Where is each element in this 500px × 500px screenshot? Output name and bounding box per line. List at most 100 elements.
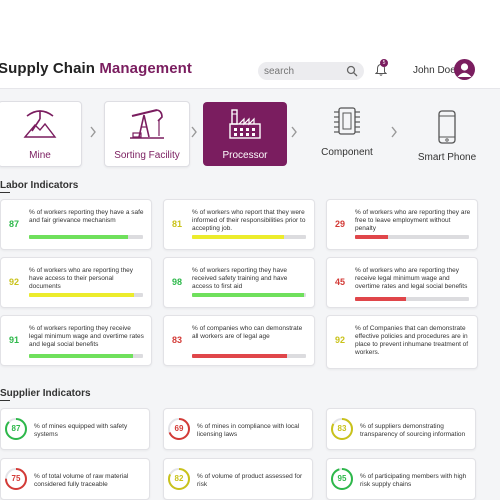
- indicator-text: % of workers reporting they have a safe …: [29, 209, 144, 224]
- indicator-value: 82: [174, 474, 184, 483]
- user-name[interactable]: John Doe: [413, 65, 456, 76]
- indicator-value: 87: [8, 219, 19, 229]
- progress-bar: [355, 297, 469, 301]
- indicator-text: % of total volume of raw material consid…: [34, 473, 129, 488]
- top-bar: Supply Chain Management 5 John Doe: [0, 0, 500, 89]
- app-title-part1: Supply Chain: [0, 60, 96, 77]
- labor-card[interactable]: 29 % of workers who are reporting they a…: [326, 199, 478, 250]
- indicator-value: 91: [8, 335, 19, 345]
- supplier-card[interactable]: 75 % of total volume of raw material con…: [0, 458, 150, 500]
- indicator-text: % of suppliers demonstrating transparenc…: [360, 423, 466, 438]
- indicator-text: % of workers who report that they were i…: [192, 209, 306, 232]
- indicator-value: 75: [11, 474, 21, 483]
- progress-bar: [29, 235, 143, 239]
- step-label-sorting-facility: Sorting Facility: [114, 150, 180, 161]
- progress-bar: [355, 235, 469, 239]
- progress-fill: [192, 354, 287, 358]
- chevron-right-icon: [391, 126, 397, 138]
- app-title: Supply Chain Management: [0, 60, 192, 77]
- supplier-card[interactable]: 69 % of mines in compliance with local l…: [163, 408, 313, 450]
- chevron-right-icon: [191, 126, 197, 138]
- avatar[interactable]: [454, 59, 475, 80]
- oil-pump-icon: [130, 109, 164, 139]
- indicator-value: 83: [171, 335, 182, 345]
- progress-ring: [168, 468, 190, 490]
- step-component[interactable]: Component: [305, 99, 389, 163]
- user-avatar-icon: [457, 63, 472, 77]
- labor-card[interactable]: 98 % of workers reporting they have rece…: [163, 257, 315, 308]
- progress-ring: [5, 468, 27, 490]
- step-smart-phone[interactable]: Smart Phone: [405, 104, 489, 168]
- indicator-value: 45: [334, 277, 345, 287]
- supplier-card[interactable]: 83 % of suppliers demonstrating transpar…: [326, 408, 476, 450]
- indicator-value: 92: [334, 335, 345, 345]
- ring-progress: [168, 468, 190, 490]
- progress-fill: [192, 235, 285, 239]
- progress-fill: [192, 293, 304, 297]
- ring-progress: [5, 468, 27, 490]
- supplier-card[interactable]: 87 % of mines equipped with safety syste…: [0, 408, 150, 450]
- indicator-value: 29: [334, 219, 345, 229]
- search-icon[interactable]: [346, 65, 358, 77]
- progress-fill: [355, 297, 407, 301]
- step-label-processor: Processor: [222, 150, 268, 161]
- supplier-card[interactable]: 82 % of volume of product assessed for r…: [163, 458, 313, 500]
- labor-card[interactable]: 91 % of workers reporting they receive l…: [0, 315, 152, 366]
- factory-icon: [229, 109, 261, 139]
- indicator-text: % of mines in compliance with local lice…: [197, 423, 300, 438]
- smartphone-icon: [438, 110, 456, 144]
- indicator-value: 69: [174, 424, 184, 433]
- indicator-text: % of mines equipped with safety systems: [34, 423, 128, 438]
- indicator-value: 92: [8, 277, 19, 287]
- indicator-value: 81: [171, 219, 182, 229]
- indicator-value: 98: [171, 277, 182, 287]
- progress-fill: [29, 293, 134, 297]
- pickaxe-icon: [23, 110, 57, 138]
- ring-progress: [331, 468, 353, 490]
- ring-progress: [5, 418, 27, 440]
- progress-ring: [5, 418, 27, 440]
- search-input[interactable]: [264, 64, 342, 78]
- progress-bar: [192, 293, 306, 297]
- progress-ring: [331, 418, 353, 440]
- indicator-text: % of workers who are reporting they have…: [29, 267, 134, 290]
- labor-indicators-title: Labor Indicators: [0, 180, 79, 193]
- labor-card[interactable]: 81 % of workers who report that they wer…: [163, 199, 315, 250]
- ring-progress: [168, 418, 190, 440]
- progress-bar: [192, 354, 306, 358]
- supplier-indicators-title: Supplier Indicators: [0, 388, 91, 401]
- progress-ring: [168, 418, 190, 440]
- indicator-value: 87: [11, 424, 21, 433]
- indicator-value: 95: [337, 474, 347, 483]
- indicator-text: % of workers who are reporting they rece…: [355, 267, 468, 290]
- labor-card[interactable]: 45 % of workers who are reporting they r…: [326, 257, 478, 308]
- progress-fill: [355, 235, 389, 239]
- chevron-right-icon: [291, 126, 297, 138]
- progress-ring: [331, 468, 353, 490]
- indicator-text: % of volume of product assessed for risk: [197, 473, 303, 488]
- step-processor[interactable]: Processor: [203, 102, 287, 166]
- labor-card[interactable]: 92 % of Companies that can demonstrate e…: [326, 315, 478, 369]
- labor-card[interactable]: 92 % of workers who are reporting they h…: [0, 257, 152, 308]
- labor-card[interactable]: 83 % of companies who can demonstrate al…: [163, 315, 315, 366]
- indicator-text: % of companies who can demonstrate all w…: [192, 325, 303, 340]
- step-sorting-facility[interactable]: Sorting Facility: [104, 101, 190, 167]
- search-box[interactable]: [258, 62, 364, 80]
- indicator-value: 83: [337, 424, 347, 433]
- chip-icon: [334, 107, 360, 135]
- indicator-text: % of Companies that can demonstrate effe…: [355, 325, 469, 356]
- step-mine[interactable]: Mine: [0, 101, 82, 167]
- chevron-right-icon: [90, 126, 96, 138]
- progress-bar: [29, 293, 143, 297]
- indicator-text: % of workers reporting they receive lega…: [29, 325, 144, 348]
- supplier-card[interactable]: 95 % of participating members with high …: [326, 458, 476, 500]
- app-title-part2: Management: [99, 60, 193, 77]
- step-label-smart-phone: Smart Phone: [417, 152, 477, 163]
- notification-badge: 5: [380, 59, 388, 67]
- indicator-text: % of participating members with high ris…: [360, 473, 467, 488]
- step-label-mine: Mine: [29, 150, 51, 161]
- labor-card[interactable]: 87 % of workers reporting they have a sa…: [0, 199, 152, 250]
- progress-fill: [29, 235, 129, 239]
- progress-bar: [192, 235, 306, 239]
- progress-fill: [29, 354, 133, 358]
